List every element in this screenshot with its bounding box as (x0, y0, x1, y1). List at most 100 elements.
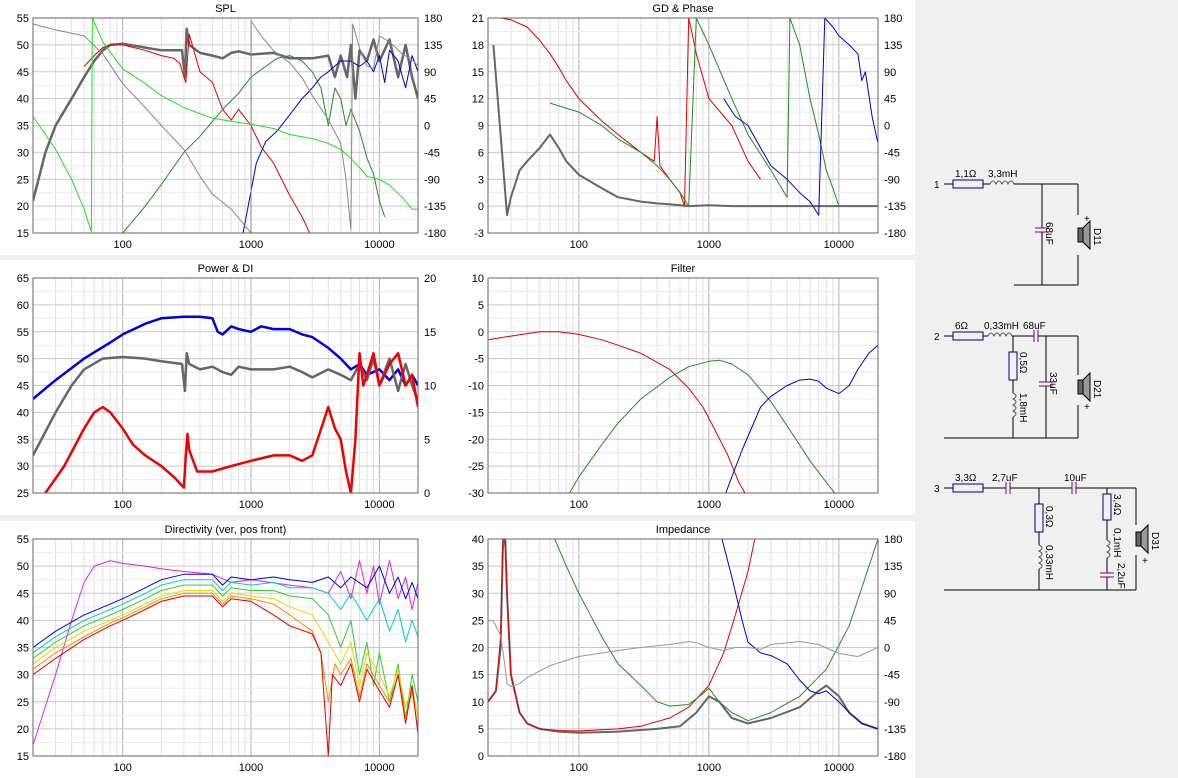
y2-tick-label: -135 (884, 724, 906, 736)
y2-tick-label: 135 (424, 40, 442, 52)
y-tick-label: 0 (478, 201, 484, 213)
speaker-d11-icon: + (1077, 214, 1091, 251)
y2-tick-label: -135 (884, 201, 906, 213)
y-tick-label: 30 (17, 147, 29, 159)
chart-title: Filter (671, 263, 696, 275)
resistor-2b-label: 0,5Ω (1017, 352, 1028, 374)
y-tick-label: 35 (17, 434, 29, 446)
y-tick-label: 3 (478, 174, 484, 186)
x-tick-label: 1000 (697, 762, 721, 774)
resistor-0-5ohm (1008, 351, 1018, 381)
y-tick-label: 15 (472, 670, 484, 682)
y-tick-label: 10 (472, 697, 484, 709)
svg-text:+: + (1084, 402, 1090, 413)
x-tick-label: 1000 (239, 239, 263, 251)
series-line-3 (723, 18, 878, 216)
power-di-chart: Power & DI 100 1000 10000 25 30 35 40 45 50 55 60 65… (0, 260, 455, 515)
x-tick-label: 100 (114, 499, 132, 511)
x-tick-label: 1000 (697, 239, 721, 251)
y-tick-label: 35 (17, 643, 29, 655)
branch-3: 3 (934, 482, 1137, 591)
y-tick-label: 25 (472, 615, 484, 627)
branch-2: 2 (934, 330, 1079, 439)
y-tick-label: 20 (17, 724, 29, 736)
series-line-1 (488, 539, 756, 732)
y-tick-label: 0 (478, 327, 484, 339)
capacitor-3c-label: 2,2uF (1115, 563, 1126, 589)
y2-tick-label: -45 (884, 670, 900, 682)
resistor-3b-label: 0,3Ω (1043, 506, 1054, 528)
resistor-6ohm (952, 331, 984, 341)
x-tick-label: 100 (570, 762, 588, 774)
y-tick-label: 20 (472, 643, 484, 655)
x-tick-label: 100 (114, 239, 132, 251)
x-tick-label: 10000 (824, 499, 855, 511)
svg-text:+: + (1142, 556, 1148, 567)
y2-tick-label: 90 (884, 67, 896, 79)
y-tick-label: 25 (17, 174, 29, 186)
y2-tick-label: 0 (884, 121, 890, 133)
y-tick-label: 55 (17, 534, 29, 546)
chart-title: Directivity (ver, pos front) (165, 524, 287, 536)
y-tick-label: -15 (468, 407, 484, 419)
y-tick-label: 30 (472, 588, 484, 600)
speaker-3-label: D31 (1149, 532, 1160, 551)
y-tick-label: 50 (17, 561, 29, 573)
y2-tick-label: -180 (424, 228, 446, 240)
branch-1: 1 (934, 179, 1079, 286)
resistor-3-3ohm (952, 483, 984, 493)
inductor-1-8mh (1011, 392, 1017, 418)
y-tick-label: 45 (17, 381, 29, 393)
inductor-2a-label: 0,33mH (984, 321, 1019, 332)
capacitor-3a-label: 2,7uF (992, 473, 1018, 484)
inductor-1-label: 3,3mH (988, 169, 1017, 180)
y-tick-label: -30 (468, 488, 484, 500)
capacitor-2b-label: 33uF (1047, 372, 1058, 395)
series-line-4 (33, 590, 418, 719)
branch-3-number: 3 (934, 484, 940, 495)
gd-svg: GD & Phase 100 1000 10000 -3 0 3 6 9 12 15 18 21 180 1… (472, 3, 906, 251)
series-line-2 (44, 352, 418, 493)
y-tick-label: 40 (17, 94, 29, 106)
y2-tick-label: 90 (424, 67, 436, 79)
series-line-3 (242, 49, 418, 233)
speaker-1-label: D11 (1091, 228, 1102, 246)
resistor-3c-label: 3,4Ω (1111, 494, 1122, 516)
y2-tick-label: 135 (884, 40, 902, 52)
series-line-2 (725, 344, 878, 493)
y2-tick-label: -90 (884, 174, 900, 186)
y-tick-label: 21 (472, 13, 484, 25)
y2-tick-label: 5 (424, 434, 430, 446)
series-line-2 (549, 18, 840, 207)
speaker-2-label: D21 (1091, 380, 1102, 399)
y-tick-label: 35 (17, 121, 29, 133)
chart-title: Impedance (656, 524, 710, 536)
y2-tick-label: 0 (884, 643, 890, 655)
gd-phase-chart: GD & Phase 100 1000 10000 -3 0 3 6 9 12 15 18 21 180 1… (455, 0, 915, 255)
y2-tick-label: 10 (424, 381, 436, 393)
capacitor-1-label: 68uF (1043, 222, 1054, 245)
y-tick-label: 0 (478, 751, 484, 763)
inductor-0-33mh (987, 332, 1013, 338)
series-line-6 (33, 595, 418, 756)
chart-title: Power & DI (198, 263, 254, 275)
series-line-1 (83, 33, 311, 233)
series-line-2 (33, 579, 418, 654)
y2-tick-label: 45 (884, 94, 896, 106)
y-tick-label: 12 (472, 94, 484, 106)
resistor-1-label: 1,1Ω (955, 169, 977, 180)
resistor-1-1ohm (952, 179, 984, 189)
y-tick-label: 60 (17, 300, 29, 312)
y-tick-label: -20 (468, 434, 484, 446)
inductor-0-33mh-b (1037, 544, 1043, 570)
y-tick-label: -25 (468, 461, 484, 473)
crossover-schematic: 1 1,1Ω 3,3mH 68uF + D11 2 (934, 169, 1160, 591)
y-tick-label: 5 (478, 724, 484, 736)
inductor-3-3mh (989, 180, 1015, 186)
grid (33, 17, 418, 234)
series-line-1 (500, 18, 762, 207)
series-line-0 (33, 315, 418, 400)
inductor-0-1mh (1105, 539, 1111, 559)
y-tick-label: 9 (478, 121, 484, 133)
resistor-2a-label: 6Ω (955, 321, 969, 332)
